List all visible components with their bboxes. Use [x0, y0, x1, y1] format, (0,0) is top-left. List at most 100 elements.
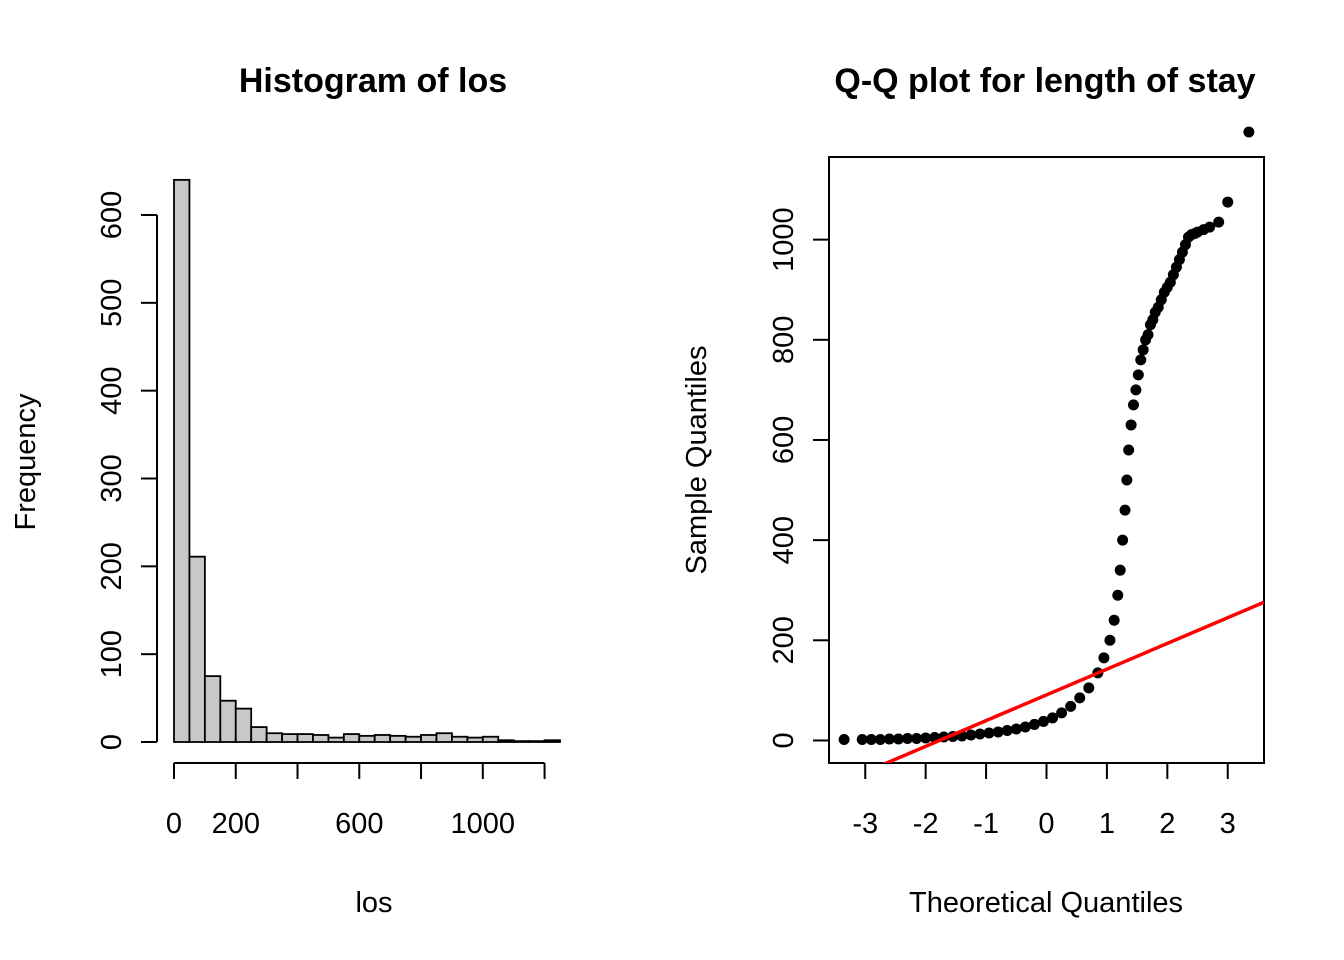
histogram-x-tick-label: 600	[335, 808, 383, 840]
qq-point	[1204, 221, 1216, 233]
qq-y-tick-label: 200	[768, 616, 800, 664]
qq-x-tick-label: -1	[973, 808, 999, 840]
qq-point	[1117, 534, 1129, 546]
qq-plot-title: Q-Q plot for length of stay	[834, 62, 1255, 100]
qq-point	[1135, 354, 1147, 366]
qq-point	[1010, 723, 1022, 735]
qq-point	[1130, 384, 1142, 396]
qq-point	[1114, 564, 1126, 576]
qq-x-tick-label: 0	[1038, 808, 1054, 840]
qq-point	[1098, 652, 1110, 664]
histogram-bar	[466, 736, 484, 743]
qq-point	[1104, 634, 1116, 646]
qq-y-tick-label: 600	[768, 416, 800, 464]
qq-reference-line	[882, 600, 1264, 763]
qq-point	[1137, 344, 1149, 356]
histogram-x-tick-label: 0	[166, 808, 182, 840]
qq-point	[1037, 715, 1049, 727]
histogram-bar	[497, 739, 515, 743]
qq-point	[856, 733, 868, 745]
histogram-y-tick-label: 500	[96, 279, 128, 327]
histogram-bar	[250, 726, 268, 743]
histogram-bar	[327, 736, 345, 743]
histogram-y-tick-label: 0	[96, 734, 128, 750]
histogram-bar	[173, 178, 191, 743]
histogram-bar	[219, 699, 237, 743]
qq-point	[1028, 718, 1040, 730]
qq-point	[1119, 504, 1131, 516]
qq-point	[865, 733, 877, 745]
qq-x-tick-label: -3	[852, 808, 878, 840]
histogram-bar	[404, 735, 422, 743]
histogram-x-axis-label: los	[355, 887, 392, 919]
qq-point	[1121, 474, 1133, 486]
histogram-bar	[512, 740, 531, 743]
qq-point	[1112, 589, 1124, 601]
qq-y-axis-label: Sample Quantiles	[681, 346, 713, 575]
qq-point	[1222, 196, 1234, 208]
qq-x-axis-label: Theoretical Quantiles	[909, 887, 1183, 919]
qq-point	[1083, 682, 1095, 694]
qq-point	[1125, 419, 1137, 431]
histogram-bar	[188, 555, 206, 743]
histogram-bar	[420, 734, 438, 743]
qq-point	[1132, 369, 1144, 381]
qq-point	[1065, 700, 1077, 712]
qq-point	[1019, 721, 1031, 733]
qq-point	[1074, 692, 1086, 704]
histogram-bar	[543, 739, 561, 743]
qq-point	[892, 733, 904, 745]
histogram-y-tick-label: 400	[96, 366, 128, 414]
histogram-y-axis: 0 100 200 300 400 500 600	[96, 191, 158, 750]
histogram-x-axis: 0 200 600 1000	[166, 762, 546, 840]
histogram-bar	[481, 735, 500, 743]
qq-point	[965, 729, 977, 741]
histogram-bar	[528, 740, 546, 743]
qq-x-tick-label: 2	[1159, 808, 1175, 840]
histogram-bar	[373, 734, 392, 743]
qq-x-tick-label: 1	[1099, 808, 1115, 840]
histogram-bar	[203, 675, 222, 743]
qq-point	[1056, 707, 1068, 719]
qq-point	[1123, 444, 1135, 456]
qq-points	[838, 126, 1255, 745]
qq-y-tick-label: 1000	[768, 207, 800, 272]
histogram-bar	[435, 732, 453, 743]
histogram-bar	[265, 732, 283, 743]
histogram-y-tick-label: 100	[96, 630, 128, 678]
qq-x-tick-label: 3	[1220, 808, 1236, 840]
histogram-bar	[358, 734, 376, 743]
qq-reference-line-segment	[882, 600, 1264, 763]
histogram-y-tick-label: 300	[96, 454, 128, 502]
qq-plot-panel: Q-Q plot for length of stay Theoretical …	[681, 62, 1265, 919]
histogram-y-tick-label: 200	[96, 542, 128, 590]
qq-y-tick-label: 800	[768, 316, 800, 364]
histogram-bar	[281, 733, 299, 743]
histogram-bar	[296, 733, 314, 743]
histogram-bar	[342, 733, 361, 743]
histogram-title: Histogram of los	[239, 62, 507, 100]
qq-x-axis: -3 -2 -1 0 1 2 3	[852, 763, 1236, 840]
qq-x-tick-label: -2	[913, 808, 939, 840]
histogram-bar	[389, 734, 407, 743]
qq-y-axis: 0 200 400 600 800 1000	[768, 207, 829, 749]
qq-point	[1047, 712, 1059, 724]
histogram-x-tick-label: 200	[212, 808, 260, 840]
histogram-y-axis-label: Frequency	[10, 393, 42, 531]
qq-point	[1142, 329, 1154, 341]
qq-point	[874, 733, 886, 745]
qq-point	[838, 733, 850, 745]
histogram-bars	[173, 178, 561, 743]
qq-y-tick-label: 0	[768, 732, 800, 748]
qq-y-tick-label: 400	[768, 516, 800, 564]
qq-point	[920, 732, 932, 744]
histogram-y-tick-label: 600	[96, 191, 128, 239]
qq-point	[911, 732, 923, 744]
histogram-bar	[234, 707, 253, 743]
qq-point	[902, 732, 914, 744]
qq-point	[1243, 126, 1255, 138]
qq-point	[992, 726, 1004, 738]
qq-point	[1128, 399, 1139, 411]
qq-point	[1108, 614, 1120, 626]
